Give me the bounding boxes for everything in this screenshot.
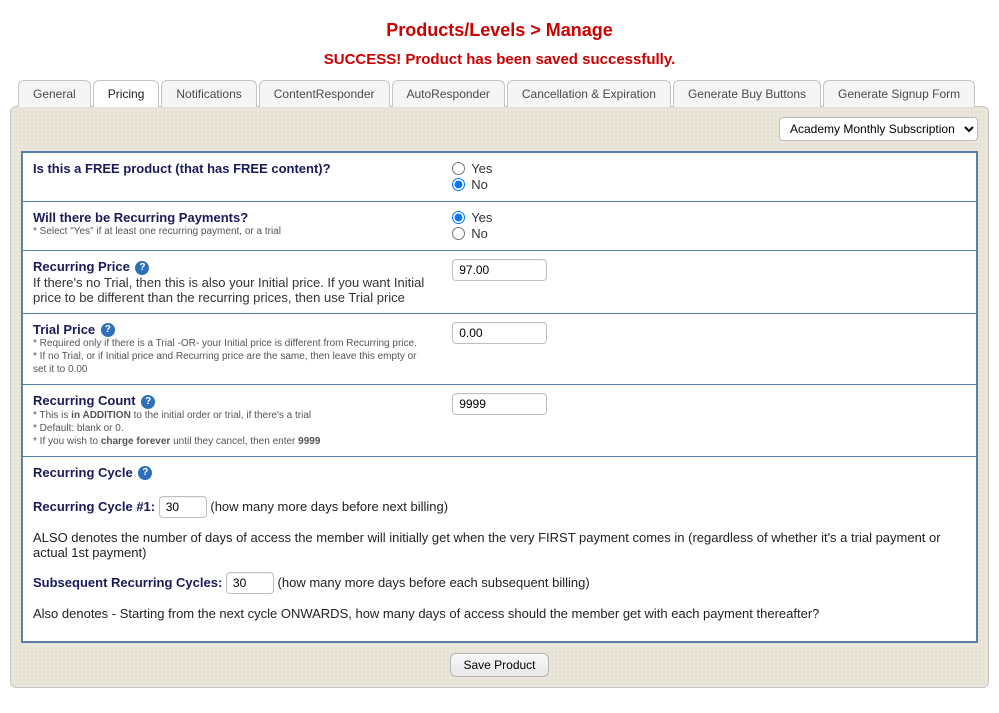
breadcrumb: Products/Levels > Manage bbox=[10, 20, 989, 41]
recurring-count-hint-2: * Default: blank or 0. bbox=[33, 422, 432, 435]
tab-notifications[interactable]: Notifications bbox=[161, 80, 256, 107]
free-product-label: Is this a FREE product (that has FREE co… bbox=[33, 161, 331, 176]
recurring-payments-no-label: No bbox=[471, 226, 488, 241]
recurring-price-desc: If there's no Trial, then this is also y… bbox=[33, 275, 432, 305]
free-product-yes-radio[interactable] bbox=[452, 162, 465, 175]
tab-generate-buy-buttons[interactable]: Generate Buy Buttons bbox=[673, 80, 821, 107]
recurring-payments-yes-radio[interactable] bbox=[452, 211, 465, 224]
trial-price-input[interactable] bbox=[452, 322, 547, 344]
trial-price-hint-1: * Required only if there is a Trial -OR-… bbox=[33, 337, 432, 350]
cycle1-desc: ALSO denotes the number of days of acces… bbox=[33, 530, 966, 560]
trial-price-hint-2: * If no Trial, or if Initial price and R… bbox=[33, 350, 432, 376]
free-product-yes-label: Yes bbox=[471, 161, 492, 176]
panel-pricing: Academy Monthly Subscription Is this a F… bbox=[10, 106, 989, 688]
free-product-no-radio[interactable] bbox=[452, 178, 465, 191]
tab-generate-signup-form[interactable]: Generate Signup Form bbox=[823, 80, 975, 107]
recurring-price-input[interactable] bbox=[452, 259, 547, 281]
free-product-no-label: No bbox=[471, 177, 488, 192]
tab-autoresponder[interactable]: AutoResponder bbox=[392, 80, 505, 107]
recurring-payments-hint: * Select "Yes" if at least one recurring… bbox=[33, 225, 432, 238]
recurring-payments-label: Will there be Recurring Payments? bbox=[33, 210, 248, 225]
recurring-payments-yes-label: Yes bbox=[471, 210, 492, 225]
help-icon[interactable]: ? bbox=[141, 395, 155, 409]
tabs: General Pricing Notifications ContentRes… bbox=[10, 80, 989, 107]
subsequent-input[interactable] bbox=[226, 572, 274, 594]
pricing-form: Is this a FREE product (that has FREE co… bbox=[21, 151, 978, 643]
product-select[interactable]: Academy Monthly Subscription bbox=[779, 117, 978, 141]
recurring-price-label: Recurring Price bbox=[33, 259, 130, 274]
cycle1-suffix: (how many more days before next billing) bbox=[210, 499, 448, 514]
subsequent-suffix: (how many more days before each subseque… bbox=[278, 575, 590, 590]
success-message: SUCCESS! Product has been saved successf… bbox=[10, 51, 989, 68]
tab-cancellation-expiration[interactable]: Cancellation & Expiration bbox=[507, 80, 671, 107]
trial-price-label: Trial Price bbox=[33, 322, 95, 337]
recurring-count-label: Recurring Count bbox=[33, 393, 136, 408]
tab-pricing[interactable]: Pricing bbox=[93, 80, 160, 107]
save-product-button[interactable]: Save Product bbox=[450, 653, 548, 677]
recurring-count-hint-1: * This is in ADDITION to the initial ord… bbox=[33, 409, 432, 422]
recurring-count-input[interactable] bbox=[452, 393, 547, 415]
recurring-count-hint-3: * If you wish to charge forever until th… bbox=[33, 435, 432, 448]
tab-general[interactable]: General bbox=[18, 80, 91, 107]
recurring-cycle-heading: Recurring Cycle bbox=[33, 465, 133, 480]
recurring-payments-no-radio[interactable] bbox=[452, 227, 465, 240]
tab-contentresponder[interactable]: ContentResponder bbox=[259, 80, 390, 107]
help-icon[interactable]: ? bbox=[138, 466, 152, 480]
cycle1-label: Recurring Cycle #1: bbox=[33, 499, 155, 514]
help-icon[interactable]: ? bbox=[101, 323, 115, 337]
subsequent-desc: Also denotes - Starting from the next cy… bbox=[33, 606, 966, 621]
subsequent-label: Subsequent Recurring Cycles: bbox=[33, 575, 222, 590]
cycle1-input[interactable] bbox=[159, 496, 207, 518]
help-icon[interactable]: ? bbox=[135, 261, 149, 275]
